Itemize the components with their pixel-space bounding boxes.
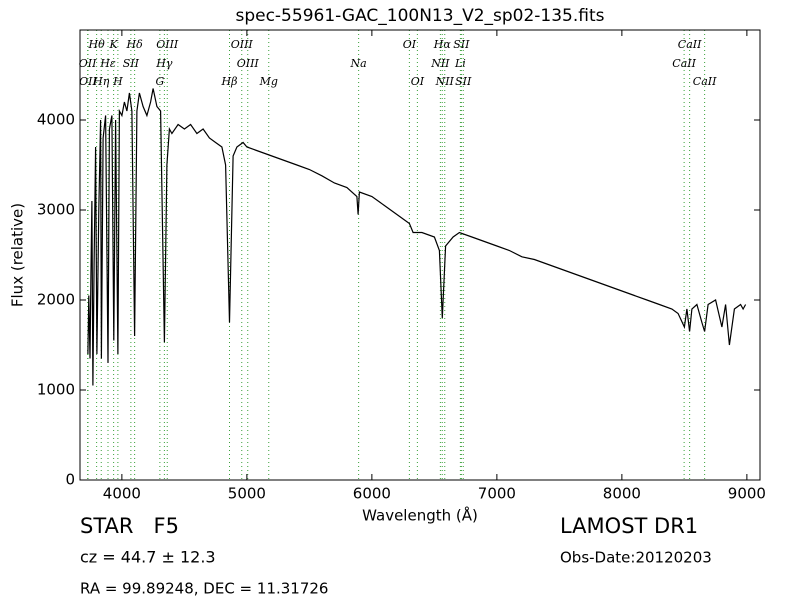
spectral-line-label: OI [411, 75, 425, 88]
spectral-line-label: CaII [693, 75, 717, 88]
spectral-line-label: Na [350, 57, 367, 70]
spectral-line-label: NII [435, 75, 455, 88]
spectral-line-label: H [112, 75, 123, 88]
y-tick-label: 4000 [37, 111, 75, 129]
spectral-line-label: SII [453, 38, 470, 51]
spectral-line-label: NII [430, 57, 450, 70]
chart-title: spec-55961-GAC_100N13_V2_sp02-135.fits [235, 6, 604, 26]
y-tick-label: 1000 [37, 381, 75, 399]
y-tick-label: 3000 [37, 201, 75, 219]
x-tick-label: 4000 [103, 485, 141, 503]
x-tick-label: 9000 [728, 485, 766, 503]
spectral-line-label: SII [455, 75, 472, 88]
spectral-line-label: OIII [237, 57, 260, 70]
survey: LAMOST DR1 [560, 514, 698, 538]
spectrum-line [87, 88, 747, 386]
spectral-line-label: Hθ [88, 38, 106, 51]
spectral-line-label: Mg [259, 75, 278, 88]
spectral-line-label: OIII [156, 38, 179, 51]
spectral-line-label: CaII [672, 57, 696, 70]
spectral-line-label: G [155, 75, 164, 88]
y-tick-label: 2000 [37, 291, 75, 309]
spectral-line-label: Hγ [155, 57, 173, 70]
spectral-line-label: OII [79, 75, 97, 88]
y-tick-label: 0 [65, 471, 75, 489]
coordinates: RA = 99.89248, DEC = 11.31726 [80, 580, 328, 598]
spectral-line-label: CaII [678, 38, 702, 51]
x-tick-label: 8000 [603, 485, 641, 503]
spectral-line-label: Hε [99, 57, 116, 70]
spectral-line-label: OI [403, 38, 417, 51]
spectral-line-label: SII [123, 57, 140, 70]
x-tick-label: 5000 [228, 485, 266, 503]
spectral-line-label: Hβ [221, 75, 238, 88]
spectral-line-label: OII [79, 57, 97, 70]
y-axis-label: Flux (relative) [9, 203, 27, 307]
spectral-line-label: K [109, 38, 119, 51]
spectral-line-label: Hδ [126, 38, 144, 51]
redshift: cz = 44.7 ± 12.3 [80, 548, 216, 567]
spectral-line-label: OIII [231, 38, 254, 51]
obs-date: Obs-Date:20120203 [560, 549, 712, 567]
spectral-line-label: Hη [92, 75, 110, 88]
x-tick-label: 6000 [353, 485, 391, 503]
object-class: STAR F5 [80, 514, 179, 538]
x-axis-label: Wavelength (Å) [362, 506, 478, 525]
plot-frame [79, 29, 761, 481]
spectral-line-label: Hα [433, 38, 452, 51]
x-tick-label: 7000 [478, 485, 516, 503]
spectral-line-label: Li [454, 57, 466, 70]
